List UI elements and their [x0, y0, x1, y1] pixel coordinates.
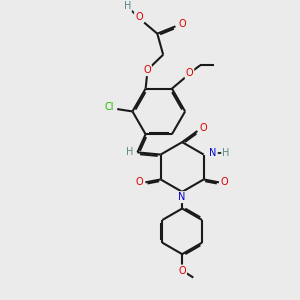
Text: O: O — [135, 12, 143, 22]
Text: Cl: Cl — [104, 102, 114, 112]
Text: O: O — [136, 177, 143, 188]
Text: O: O — [178, 19, 186, 29]
Text: O: O — [221, 177, 229, 188]
Text: O: O — [186, 68, 193, 78]
Text: H: H — [126, 147, 134, 157]
Text: O: O — [200, 123, 207, 133]
Text: H: H — [222, 148, 230, 158]
Text: N: N — [209, 148, 217, 158]
Text: O: O — [143, 65, 151, 75]
Text: O: O — [178, 266, 186, 275]
Text: N: N — [178, 192, 186, 202]
Text: H: H — [124, 2, 131, 11]
